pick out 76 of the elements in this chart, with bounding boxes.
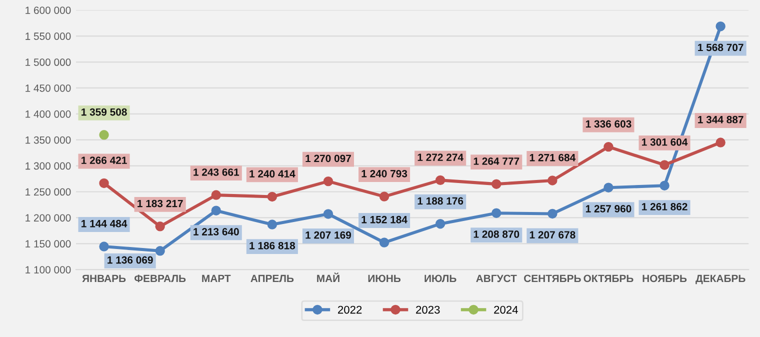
point <box>267 192 278 202</box>
point <box>492 208 502 218</box>
data-label: 1 336 603 <box>586 120 632 128</box>
point <box>435 218 446 229</box>
data-label: 1 261 862 <box>642 203 688 210</box>
data-label: 1 266 421 <box>82 156 127 164</box>
y-tick-label: 1 250 000 <box>26 188 71 196</box>
point <box>267 220 278 230</box>
x-tick-label: ЯНВАРЬ <box>82 274 126 282</box>
y-tick-label: 1 200 000 <box>26 214 71 222</box>
data-label: 1 344 887 <box>698 116 744 124</box>
data-label: 1 152 184 <box>362 216 408 224</box>
y-tick-label: 1 350 000 <box>26 136 71 144</box>
data-label: 1 213 640 <box>194 228 239 236</box>
data-label: 1 144 484 <box>82 220 128 228</box>
point <box>660 180 670 190</box>
data-label: 1 188 176 <box>418 197 464 205</box>
y-tick-label: 1 500 000 <box>26 58 71 66</box>
point <box>155 222 165 232</box>
point <box>211 206 221 216</box>
point <box>548 176 558 186</box>
point <box>99 178 109 188</box>
data-label: 1 568 707 <box>698 44 744 52</box>
y-tick-label: 1 450 000 <box>26 84 71 92</box>
point <box>99 242 109 252</box>
y-tick-label: 1 550 000 <box>26 32 71 40</box>
data-label: 1 257 960 <box>586 205 632 212</box>
data-label: 1 240 793 <box>362 170 408 178</box>
x-tick-label: ИЮЛЬ <box>424 274 456 282</box>
data-label: 1 207 678 <box>530 231 576 239</box>
data-label: 1 136 069 <box>108 256 153 264</box>
x-tick-label: НОЯБРЬ <box>642 274 687 282</box>
point <box>379 192 390 202</box>
x-tick-label: ФЕВРАЛЬ <box>134 274 186 282</box>
data-label: 1 207 169 <box>306 231 352 239</box>
y-tick-label: 1 400 000 <box>26 110 71 118</box>
x-tick-label: АПРЕЛЬ <box>250 274 294 282</box>
x-tick-label: МАЙ <box>317 272 340 282</box>
legend-label: 2023 <box>416 306 440 314</box>
x-tick-label: ИЮНЬ <box>368 274 401 282</box>
legend-label: 2022 <box>338 306 362 314</box>
point <box>323 209 334 219</box>
point <box>99 130 109 140</box>
point <box>660 160 670 170</box>
point <box>492 179 502 189</box>
point <box>548 208 558 219</box>
point <box>716 138 726 148</box>
y-tick-label: 1 300 000 <box>26 162 71 170</box>
data-label: 1 208 870 <box>474 230 520 238</box>
x-tick-label: СЕНТЯБРЬ <box>524 274 581 282</box>
legend-label: 2024 <box>494 306 518 314</box>
point <box>155 246 165 256</box>
x-tick-label: МАРТ <box>202 274 231 282</box>
y-tick-label: 1 150 000 <box>26 240 71 248</box>
y-tick-label: 1 600 000 <box>26 6 71 14</box>
point <box>379 238 390 248</box>
data-label: 1 240 414 <box>250 170 296 178</box>
x-tick-label: ОКТЯБРЬ <box>584 274 634 282</box>
data-label: 1 301 604 <box>642 138 688 146</box>
point <box>435 175 446 186</box>
x-tick-label: АВГУСТ <box>476 274 517 282</box>
data-label: 1 359 508 <box>82 108 127 116</box>
point <box>323 176 334 186</box>
x-tick-label: ДЕКАБРЬ <box>696 274 746 284</box>
y-tick-label: 1 100 000 <box>26 266 71 274</box>
point <box>716 21 726 32</box>
data-label: 1 264 777 <box>474 158 520 165</box>
data-label: 1 243 661 <box>194 168 240 176</box>
data-label: 1 270 097 <box>306 154 351 162</box>
point <box>604 182 614 192</box>
data-label: 1 271 684 <box>530 154 576 162</box>
point <box>604 142 614 152</box>
data-label: 1 186 818 <box>250 242 296 250</box>
data-label: 1 183 217 <box>138 200 183 208</box>
point <box>211 190 221 200</box>
data-label: 1 272 274 <box>418 154 464 161</box>
